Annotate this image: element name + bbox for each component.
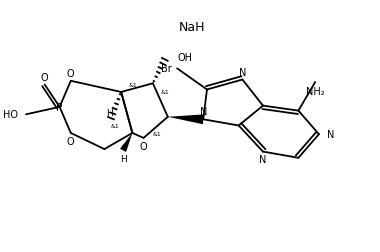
Polygon shape	[168, 115, 204, 125]
Polygon shape	[120, 133, 132, 152]
Text: N: N	[239, 68, 246, 77]
Text: H: H	[120, 154, 127, 163]
Text: &1: &1	[110, 123, 119, 128]
Text: O: O	[67, 136, 74, 146]
Text: P: P	[57, 103, 63, 112]
Text: N: N	[259, 155, 267, 165]
Text: NaH: NaH	[179, 21, 205, 34]
Text: O: O	[41, 72, 49, 82]
Text: &1: &1	[153, 131, 162, 136]
Text: N: N	[200, 107, 207, 117]
Text: &1: &1	[160, 89, 169, 94]
Text: OH: OH	[178, 53, 193, 63]
Text: Br: Br	[162, 64, 172, 74]
Text: O: O	[67, 69, 74, 79]
Text: &1: &1	[128, 82, 137, 87]
Text: HO: HO	[3, 110, 18, 120]
Text: NH₂: NH₂	[306, 86, 325, 97]
Text: O: O	[140, 141, 147, 151]
Text: H: H	[107, 109, 113, 118]
Text: N: N	[327, 130, 334, 140]
